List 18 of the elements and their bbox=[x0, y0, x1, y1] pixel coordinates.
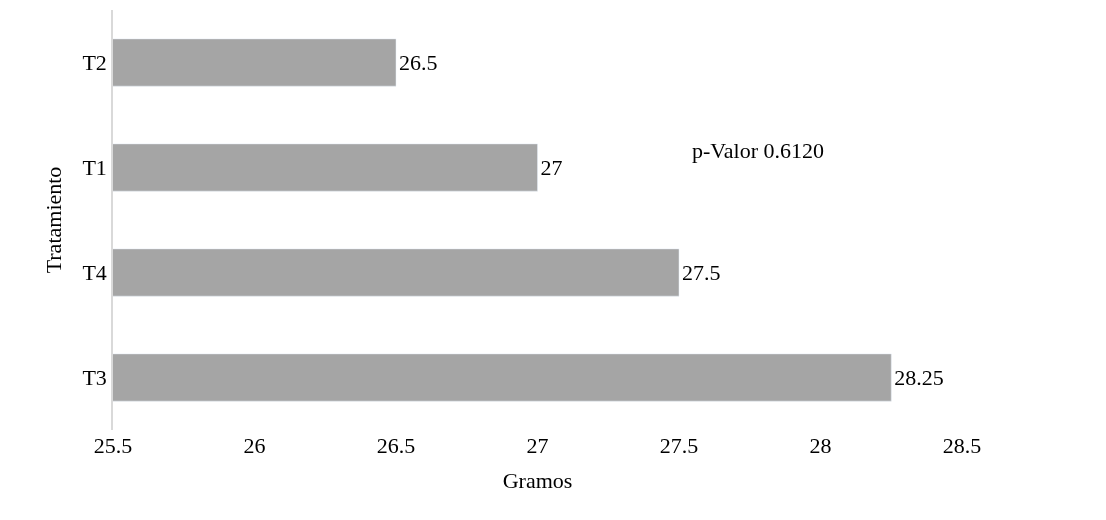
y-tick-label: T2 bbox=[82, 50, 107, 76]
x-tick-label: 28 bbox=[809, 433, 832, 458]
data-label: 27.5 bbox=[682, 260, 721, 286]
x-tick-label: 26 bbox=[243, 433, 266, 458]
x-tick-label: 27 bbox=[526, 433, 549, 458]
x-axis-title: Gramos bbox=[502, 467, 573, 493]
x-tick-label: 26.5 bbox=[376, 433, 416, 458]
data-label: 27 bbox=[540, 155, 563, 181]
y-tick-label: T1 bbox=[82, 155, 107, 181]
y-axis-title: Tratamiento bbox=[40, 166, 66, 274]
data-label: 26.5 bbox=[399, 50, 438, 76]
y-tick-label: T3 bbox=[82, 365, 107, 391]
y-tick-label: T4 bbox=[82, 260, 107, 286]
x-tick-label: 25.5 bbox=[93, 433, 133, 458]
x-tick-label: 28.5 bbox=[942, 433, 982, 458]
data-label: 28.25 bbox=[894, 365, 944, 391]
annotation: p-Valor 0.6120 bbox=[692, 138, 824, 163]
x-tick-label: 27.5 bbox=[659, 433, 699, 458]
